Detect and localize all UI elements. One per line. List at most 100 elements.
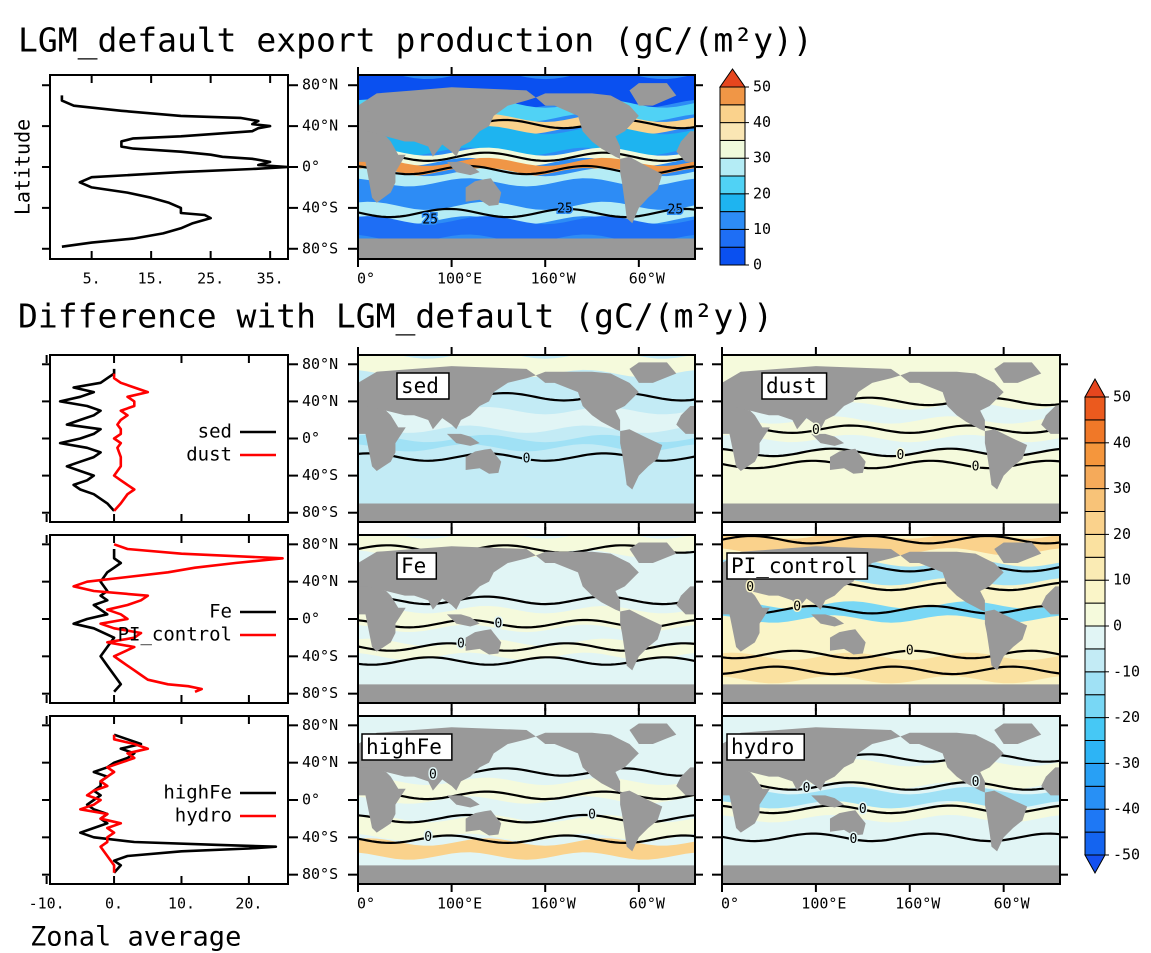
colorbar-bin [720,229,745,247]
colorbar-bin [1085,466,1105,489]
colorbar-bin [1085,718,1105,741]
colorbar-bin [1085,763,1105,786]
colorbar-label: 30 [753,149,771,167]
legend-label: dust [186,444,232,466]
y-tick-label: 0° [302,158,320,176]
contour-label: 0 [588,808,596,823]
x-tick-label: 15. [138,270,165,288]
colorbar-bin [1085,786,1105,809]
plot-frame [50,355,288,522]
colorbar-over [1085,379,1105,397]
colorbar-bin [720,247,745,265]
x-tick-label: 60°W [629,270,666,288]
lines [62,95,288,246]
colorbar-bin [1085,557,1105,580]
x-tick-label: 25. [197,270,224,288]
page: LGM_default export production (gC/(m²y))… [0,0,1151,953]
colorbar-bin [720,87,745,105]
colorbar-over [720,69,745,87]
colorbar-bin [1085,695,1105,718]
panel-label: PI_control [731,554,857,578]
land [358,239,695,259]
zonal-line [74,544,283,692]
x-tick-label: 35. [257,270,284,288]
contour-label: 0 [896,448,904,463]
zonal-line [60,369,114,511]
legend-label: PI_control [118,624,232,646]
land [358,503,695,522]
contour-label: 0 [746,580,754,595]
colorbar-bin [1085,741,1105,764]
colorbar-label: 30 [1113,479,1131,497]
colorbar-bin [720,194,745,212]
colorbar-bin [1085,534,1105,557]
contour-label: 25 [422,213,438,228]
contour-label: 25 [557,201,573,216]
y-tick-label: 0° [302,429,320,447]
colorbar-bin [720,212,745,230]
colorbar-bin [1085,443,1105,466]
contour-label: 0 [429,767,437,782]
colorbar-label: -40 [1113,800,1140,818]
colorbar-bin [720,158,745,176]
y-tick-label: 40°S [302,828,338,846]
land [358,865,695,884]
panel-label: highFe [366,735,442,759]
x-tick-label: 0° [357,270,375,288]
colorbar-bin [720,123,745,141]
map-field [358,71,695,259]
land [722,684,1060,703]
colorbar-label: -50 [1113,846,1140,864]
y-tick-label: 40°N [302,117,338,135]
colorbar-bin [720,105,745,123]
y-tick-label: 80°N [302,716,338,734]
land [722,503,1060,522]
legend-label: highFe [163,782,232,804]
colorbar-bin [1085,832,1105,855]
subtitle: Difference with LGM_default (gC/(m²y)) [18,297,773,337]
figure: LGM_default export production (gC/(m²y))… [0,0,1151,953]
y-tick-label: 0° [302,791,320,809]
y-tick-label: 40°N [302,753,338,771]
contour-label: 0 [812,423,820,438]
colorbar-label: 40 [753,113,771,131]
colorbar-label: -10 [1113,662,1140,680]
x-tick-label: 160°W [531,895,577,913]
contour-label: 0 [793,600,801,615]
x-tick-label: 10. [168,895,195,913]
colorbar-bin [1085,580,1105,603]
contour-label: 25 [668,202,684,217]
y-tick-label: 40°S [302,198,338,216]
colorbar-label: 10 [1113,571,1131,589]
x-tick-label: 100°E [437,895,482,913]
land [722,865,1060,884]
lines [74,544,283,692]
colorbar-bin [720,140,745,158]
colorbar-under [1085,855,1105,873]
y-tick-label: 80°S [302,239,338,257]
y-tick-label: 80°S [302,503,338,521]
y-tick-label: 80°N [302,535,338,553]
y-tick-label: 80°N [302,355,338,373]
contour-label: 0 [803,781,811,796]
x-tick-label: 160°W [531,270,577,288]
x-tick-label: 60°W [629,895,666,913]
contour-label: 0 [972,460,980,475]
contour-label: 0 [523,452,531,467]
x-tick-label: 5. [83,270,101,288]
colorbar-bin [1085,672,1105,695]
panel-label: sed [401,374,439,398]
contour-label: 0 [906,643,914,658]
colorbar-bin [720,176,745,194]
y-tick-label: 80°N [302,76,338,94]
x-tick-label: 100°E [801,895,846,913]
y-tick-label: 0° [302,610,320,628]
x-tick-label: 0° [721,895,739,913]
colorbar-label: 10 [753,220,771,238]
contour-label: 0 [495,616,503,631]
colorbar-bin [1085,397,1105,420]
colorbar-label: 20 [753,184,771,202]
title: LGM_default export production (gC/(m²y)) [18,21,813,61]
contour-label: 0 [457,637,465,652]
panel-label: dust [766,374,817,398]
